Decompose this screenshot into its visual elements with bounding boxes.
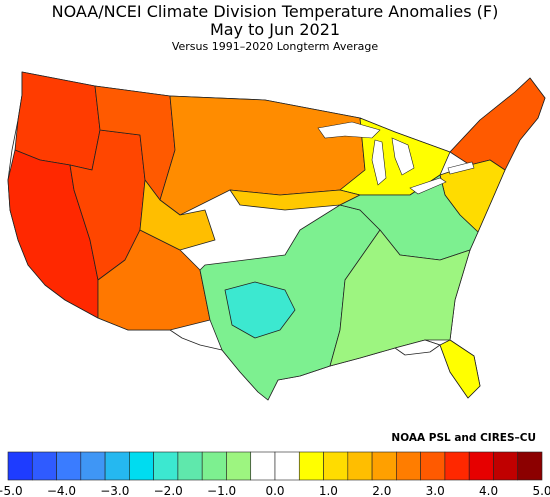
- colorbar-tick-label: 2.0: [372, 484, 391, 497]
- region-florida: [439, 339, 481, 399]
- colorbar-tick-label: −3.0: [100, 484, 129, 497]
- colorbar-swatch: [7, 451, 33, 481]
- colorbar-swatch: [468, 451, 494, 481]
- colorbar: −5.0 −4.0 −3.0 −2.0 −1.0 0.0 1.0 2.0 3.0 4.0 5.0: [0, 451, 550, 497]
- colorbar-tick-label: −2.0: [154, 484, 183, 497]
- colorbar-swatch: [517, 451, 543, 481]
- colorbar-swatch: [129, 451, 154, 481]
- colorbar-swatch: [80, 451, 106, 481]
- us-anomaly-map: [7, 71, 546, 401]
- colorbar-swatch: [420, 451, 446, 481]
- colorbar-tick-label: 4.0: [479, 484, 498, 497]
- colorbar-tick-label: 5.0: [532, 484, 550, 497]
- colorbar-swatch: [226, 451, 252, 481]
- colorbar-swatch: [371, 451, 397, 481]
- colorbar-swatch: [493, 451, 519, 481]
- lake-superior: [317, 121, 381, 139]
- map-baseline: Versus 1991–2020 Longterm Average: [171, 40, 379, 53]
- colorbar-swatch: [31, 451, 57, 481]
- colorbar-swatch: [347, 451, 373, 481]
- colorbar-swatch: [201, 451, 227, 481]
- lake-huron: [391, 137, 415, 176]
- colorbar-tick-label: 1.0: [319, 484, 338, 497]
- colorbar-tick-label: 3.0: [426, 484, 445, 497]
- map-title: NOAA/NCEI Climate Division Temperature A…: [51, 2, 499, 21]
- map-period: May to Jun 2021: [209, 20, 341, 39]
- colorbar-swatch: [250, 451, 276, 481]
- colorbar-tick-label: −5.0: [0, 484, 23, 497]
- colorbar-swatch: [396, 451, 421, 481]
- colorbar-swatch: [298, 451, 324, 481]
- colorbar-swatch: [274, 451, 300, 481]
- colorbar-swatch: [104, 451, 130, 481]
- colorbar-tick-label: −4.0: [47, 484, 76, 497]
- colorbar-swatch: [153, 451, 179, 481]
- credit-label: NOAA PSL and CIRES–CU: [391, 432, 536, 444]
- region-west-texas: [224, 281, 296, 339]
- lake-erie: [409, 177, 447, 195]
- colorbar-swatch: [444, 451, 470, 481]
- region-texas-gulf-coast: [394, 339, 441, 356]
- colorbar-swatch: [56, 451, 82, 481]
- colorbar-tick-label: −1.0: [207, 484, 236, 497]
- colorbar-swatch: [177, 451, 203, 481]
- region-new-england: [449, 77, 546, 171]
- colorbar-tick-label: 0.0: [265, 484, 284, 497]
- colorbar-swatch: [323, 451, 349, 481]
- lake-michigan: [371, 139, 387, 186]
- lake-ontario: [447, 161, 475, 175]
- region-southern-rockies: [139, 179, 216, 251]
